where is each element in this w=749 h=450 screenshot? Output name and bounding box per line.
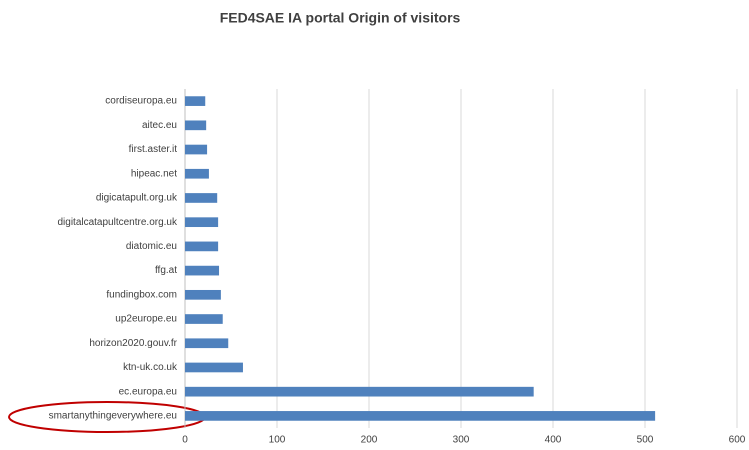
y-tick-label: horizon2020.gouv.fr: [89, 338, 177, 349]
bar: [185, 362, 243, 373]
bar: [185, 217, 219, 228]
bar: [185, 314, 223, 324]
chart-title: FED4SAE IA portal Origin of visitors: [220, 10, 461, 26]
bar: [185, 338, 229, 349]
bar: [185, 168, 209, 179]
x-tick-label: 100: [269, 435, 286, 446]
x-tick-label: 500: [637, 435, 654, 446]
y-tick-label: ktn-uk.co.uk: [123, 362, 178, 373]
y-tick-label: up2europe.eu: [115, 314, 177, 325]
y-tick-label: ec.europa.eu: [119, 386, 177, 397]
y-tick-label: digitalcatapultcentre.org.uk: [57, 217, 178, 228]
x-tick-label: 0: [182, 435, 188, 446]
bar: [185, 144, 208, 155]
x-tick-label: 400: [545, 435, 562, 446]
y-tick-label: smartanythingeverywhere.eu: [49, 411, 177, 422]
bar: [185, 96, 206, 106]
y-tick-label: first.aster.it: [129, 144, 178, 155]
y-tick-label: digicatapult.org.uk: [96, 193, 178, 204]
y-tick-label: cordiseuropa.eu: [105, 96, 177, 107]
bar: [185, 193, 218, 203]
y-tick-label: aitec.eu: [142, 120, 177, 131]
bar: [185, 289, 221, 300]
bar: [185, 241, 219, 252]
y-tick-label: hipeac.net: [131, 168, 177, 179]
y-tick-label: diatomic.eu: [126, 241, 177, 252]
bar: [185, 386, 534, 397]
x-tick-label: 300: [453, 435, 470, 446]
y-tick-label: ffg.at: [155, 265, 177, 276]
x-tick-label: 200: [361, 435, 378, 446]
bar: [185, 411, 656, 421]
x-tick-label: 600: [729, 435, 746, 446]
y-tick-label: fundingbox.com: [106, 289, 177, 300]
bar: [185, 120, 207, 131]
bar: [185, 265, 220, 276]
